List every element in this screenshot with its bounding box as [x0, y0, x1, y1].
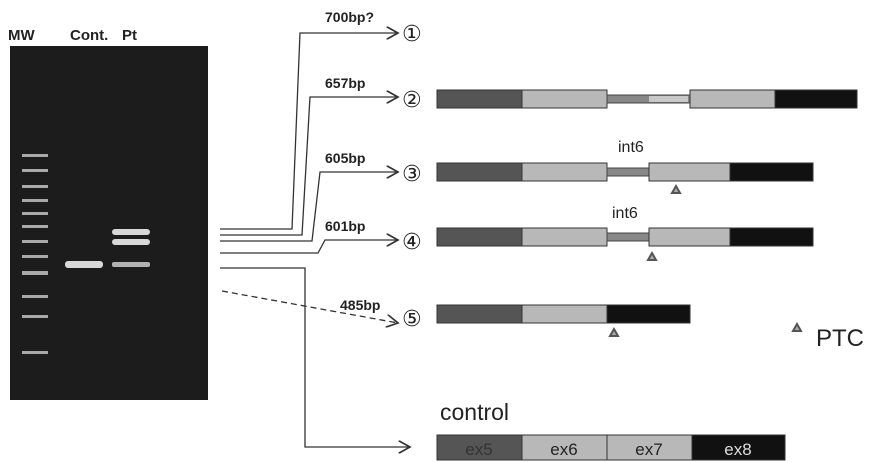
lane-label: MW [8, 27, 35, 44]
product-number: ③ [402, 161, 422, 186]
intron-label: int6 [612, 205, 638, 222]
exon-label: ex5 [465, 440, 492, 459]
connectors [220, 33, 410, 447]
product-number: ④ [402, 229, 422, 254]
product-number: ② [402, 87, 422, 112]
figure: MW Cont. Pt 700bp? 657bp 605bp 601bp 485… [0, 0, 873, 462]
intron-label: int6 [618, 139, 644, 156]
product-size: 605bp [325, 150, 365, 166]
product-number: ⑤ [402, 306, 422, 331]
transcript-2 [437, 90, 857, 108]
exon-label: ex6 [550, 440, 577, 459]
product-size: 485bp [340, 297, 380, 313]
gel [10, 46, 208, 400]
lane-label: Cont. [70, 27, 108, 44]
transcript-5 [437, 305, 690, 336]
transcript-4 [437, 228, 813, 260]
ptc-marker [793, 324, 801, 331]
product-size: 601bp [325, 218, 365, 234]
exon-label: ex8 [724, 440, 751, 459]
product-size: 700bp? [325, 9, 374, 25]
product-number: ① [402, 21, 422, 46]
lane-label: Pt [122, 27, 137, 44]
product-size: 657bp [325, 75, 365, 91]
transcript-3 [437, 163, 813, 193]
exon-label: ex7 [635, 440, 662, 459]
legend-label: PTC [816, 325, 864, 352]
control-title: control [440, 399, 509, 425]
